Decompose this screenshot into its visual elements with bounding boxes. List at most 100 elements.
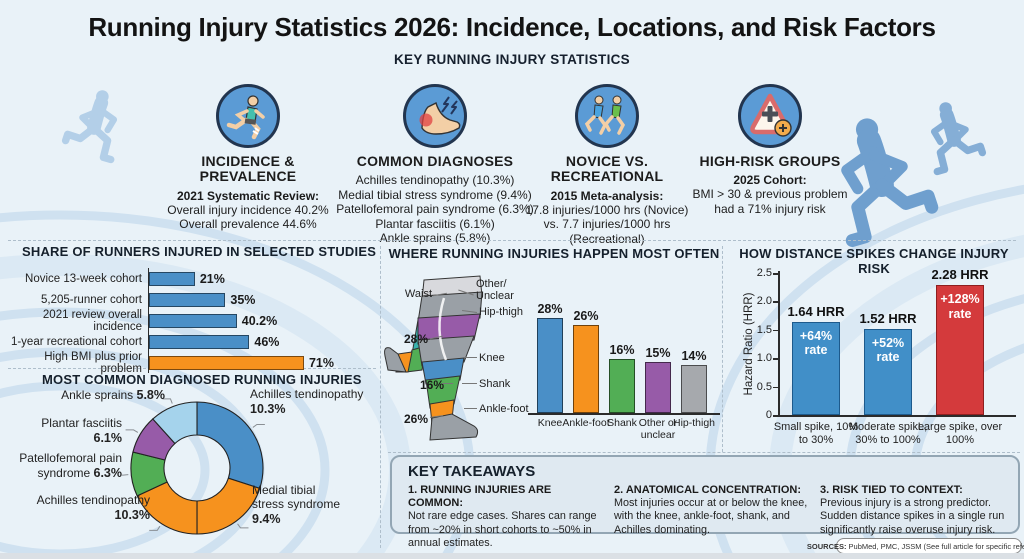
- location-bar-category: Knee: [537, 417, 563, 429]
- spike-y-tick-label: 0: [765, 409, 772, 421]
- stat-card-high-risk: HIGH-RISK GROUPS 2025 Cohort: BMI > 30 &…: [675, 84, 865, 216]
- leader-line: [462, 383, 477, 384]
- takeaway-item-3: 3. RISK TIED TO CONTEXT: Previous injury…: [820, 484, 1012, 537]
- stat-card-incidence: INCIDENCE & PREVALENCE 2021 Systematic R…: [153, 84, 343, 232]
- divider-above-takeaways: [388, 452, 1020, 453]
- donut-leader-line: [252, 424, 265, 428]
- spike-y-tick: [773, 415, 778, 417]
- donut-callout: Achilles tendinopathy 10.3%: [250, 387, 364, 416]
- card-line: 17.8 injuries/1000 hrs (Novice): [525, 202, 689, 217]
- leg-label-waist: Waist: [404, 288, 432, 300]
- card-line: Overall injury incidence 40.2%: [167, 202, 329, 217]
- share-row-label: 2021 review overall incidence: [42, 308, 142, 333]
- donut-slice: [196, 477, 261, 535]
- spike-bar-rate-label: +128% rate: [940, 292, 980, 321]
- sources-text: PubMed, PMC, JSSM (See full article for …: [848, 541, 1024, 551]
- location-bar-category: Hip-thigh: [672, 417, 716, 429]
- section-subtitle: KEY RUNNING INJURY STATISTICS: [394, 52, 630, 67]
- card-lines: Achilles tendinopathy (10.3%) Medial tibi…: [327, 173, 543, 245]
- location-bar: [681, 365, 707, 413]
- foot-pain-icon: [403, 84, 467, 148]
- spike-y-tick-label: 0.5: [756, 380, 772, 393]
- share-bar-value: 35%: [230, 292, 256, 307]
- leg-pct-26: 26%: [404, 412, 429, 426]
- leg-pct-28: 28%: [404, 332, 429, 346]
- donut-callout: Achilles tendinopathy 10.3%: [36, 493, 150, 522]
- donut-slice: [196, 401, 264, 490]
- spike-bar: [936, 285, 984, 415]
- share-bar: [149, 271, 195, 286]
- runner-silhouette-left: [66, 90, 114, 159]
- share-row-label: 1-year recreational cohort: [10, 335, 142, 348]
- warning-triangle-icon: [738, 84, 802, 148]
- takeaways-panel: KEY TAKEAWAYS 1. RUNNING INJURIES ARE CO…: [390, 455, 1020, 549]
- location-bar: [537, 317, 563, 413]
- divider-mid-right: [722, 246, 723, 452]
- card-line: Medial tibial stress syndrome (9.4%): [338, 187, 532, 202]
- share-row-label: 5,205-runner cohort: [40, 293, 142, 306]
- card-lead: 2025 Cohort:: [733, 173, 807, 188]
- sources-label: SOURCES:: [806, 541, 847, 551]
- donut-slice: [152, 401, 198, 445]
- location-x-axis: [528, 413, 720, 415]
- spike-chart-title: HOW DISTANCE SPIKES CHANGE INJURY RISK: [739, 246, 1009, 276]
- spike-chart: HOW DISTANCE SPIKES CHANGE INJURY RISK H…: [726, 244, 1022, 458]
- takeaway-heading: 1. RUNNING INJURIES ARE COMMON:: [408, 484, 552, 510]
- card-lines: 17.8 injuries/1000 hrs (Novice) vs. 7.7 i…: [512, 203, 702, 246]
- location-bar-value: 15%: [645, 346, 671, 360]
- spike-bar-hrr-label: 1.52 HRR: [859, 310, 917, 326]
- spike-y-tick: [773, 386, 778, 389]
- donut-chart: MOST COMMON DIAGNOSED RUNNING INJURIES A…: [8, 372, 380, 548]
- two-runners-icon: [575, 84, 639, 148]
- location-bar: [645, 362, 671, 413]
- card-line: Overall prevalence 44.6%: [179, 217, 317, 232]
- share-bar: [149, 313, 237, 328]
- card-line: Ankle sprains (5.8%): [379, 230, 491, 245]
- card-line: Achilles tendinopathy (10.3%): [355, 173, 515, 188]
- leader-line: [464, 357, 477, 358]
- leg-label-knee: Knee: [479, 352, 505, 364]
- spike-y-tick: [773, 273, 778, 275]
- spike-x-axis: [778, 415, 1016, 417]
- spike-bar-category: Moderate spike, 30% to 100%: [848, 421, 928, 446]
- spike-bar-hrr-label: 2.28 HRR: [931, 267, 989, 283]
- share-row-label: High BMI plus prior problem: [44, 350, 142, 375]
- spike-y-tick-label: 2.0: [756, 295, 772, 308]
- spike-y-tick: [773, 301, 778, 303]
- share-row: Novice 13-week cohort 21%: [8, 268, 380, 289]
- card-lines: Overall injury incidence 40.2% Overall pr…: [153, 203, 343, 232]
- bottom-strip: [0, 553, 1024, 559]
- share-bar: [149, 355, 304, 370]
- donut-callout: Plantar fasciitis 6.1%: [41, 416, 122, 445]
- spike-bar: [864, 328, 912, 415]
- card-line: (Recreational): [569, 231, 645, 246]
- location-bar-category: Shank: [607, 417, 637, 429]
- share-chart: SHARE OF RUNNERS INJURED IN SELECTED STU…: [8, 244, 380, 375]
- share-bar: [149, 334, 250, 349]
- spike-y-tick: [773, 329, 778, 332]
- spike-bar-category: Small spike, 10% to 30%: [773, 421, 859, 446]
- sources-box: SOURCES: PubMed, PMC, JSSM (See full art…: [807, 538, 1024, 554]
- location-title: WHERE RUNNING INJURIES HAPPEN MOST OFTEN: [388, 246, 720, 261]
- takeaways-title: KEY TAKEAWAYS: [408, 463, 536, 480]
- donut-callout: Medial tibial stress syndrome 9.4%: [252, 483, 341, 526]
- card-line: Plantar fasciitis (6.1%): [375, 216, 495, 231]
- leg-label-ankle-foot: Ankle-foot: [479, 403, 529, 415]
- donut-chart-title: MOST COMMON DIAGNOSED RUNNING INJURIES: [42, 372, 362, 387]
- leg-label-other-unclear: Other/ Unclear: [476, 278, 514, 303]
- card-lead: 2015 Meta-analysis:: [550, 188, 664, 203]
- divider-left-mid: [380, 246, 381, 548]
- spike-y-tick-label: 1.5: [756, 323, 772, 336]
- share-bar-value: 40.2%: [241, 313, 278, 328]
- share-row-label: Novice 13-week cohort: [25, 272, 142, 285]
- leader-line: [442, 383, 453, 384]
- injured-runner-icon: [216, 84, 280, 148]
- donut-callout: Ankle sprains 5.8%: [61, 388, 165, 402]
- location-bar-value: 14%: [681, 349, 707, 364]
- takeaway-body: Not rare edge cases. Shares can range fr…: [408, 510, 597, 549]
- leader-line: [464, 408, 477, 409]
- takeaway-item-2: 2. ANATOMICAL CONCENTRATION: Most injuri…: [614, 484, 812, 537]
- card-line: had a 71% injury risk: [714, 201, 826, 216]
- location-bar-value: 26%: [573, 308, 599, 323]
- takeaway-heading: 2. ANATOMICAL CONCENTRATION:: [614, 484, 801, 496]
